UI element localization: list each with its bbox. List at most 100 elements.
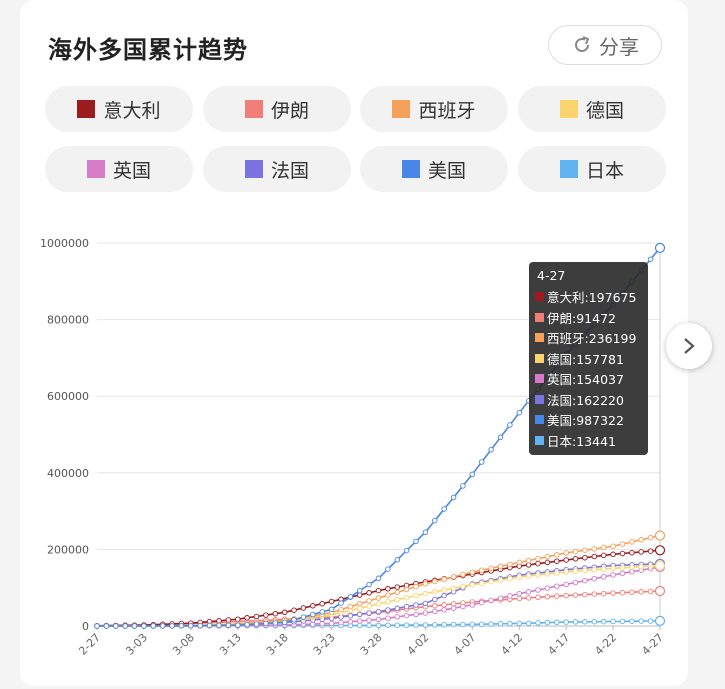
share-icon [575, 36, 590, 52]
legend-label: 伊朗 [270, 99, 309, 122]
next-button[interactable] [666, 323, 712, 369]
legend-item[interactable]: 英国 [45, 146, 193, 192]
series-point [469, 471, 476, 478]
legend-item[interactable]: 德国 [518, 86, 666, 132]
share-label: 分享 [599, 34, 639, 59]
series-point [291, 607, 297, 613]
series-point [563, 592, 569, 599]
series-point [281, 609, 288, 616]
x-tick-label: 4-12 [499, 631, 526, 658]
series-point [600, 544, 607, 551]
series-point [629, 618, 635, 624]
tooltip-value: 法国:162220 [547, 392, 624, 408]
series-point [554, 558, 560, 564]
legend-item[interactable]: 日本 [518, 146, 666, 192]
tooltip-swatch [535, 292, 544, 301]
tooltip-value: 德国:157781 [547, 351, 624, 367]
tooltip-swatch [535, 312, 544, 322]
series-point [572, 556, 579, 562]
series-point [394, 584, 401, 590]
series-point [253, 621, 260, 627]
tooltip-row: 伊朗:91472 [535, 308, 616, 327]
tooltip-swatch [535, 333, 544, 342]
series-point [178, 623, 185, 629]
series-point [582, 619, 588, 625]
series-point [131, 623, 138, 629]
legend-item[interactable]: 西班牙 [360, 86, 508, 132]
series-point [394, 605, 401, 612]
series-point [225, 622, 232, 629]
series-point [310, 611, 316, 618]
series-point [235, 616, 241, 622]
series-point [600, 590, 607, 597]
legend-item[interactable]: 美国 [360, 146, 508, 192]
x-tick-label: 4-22 [592, 631, 619, 658]
series-point [507, 620, 513, 627]
series-point [516, 559, 523, 566]
series-point [619, 618, 626, 625]
series-point [610, 543, 616, 549]
series-point [535, 572, 541, 578]
tooltip: 4-27 意大利:197675 伊朗:91472 西班牙:236199 德国:1577… [529, 262, 648, 455]
series-point [591, 566, 598, 573]
share-button[interactable]: 分享 [548, 25, 662, 65]
series-point [619, 550, 626, 557]
series-point [169, 623, 175, 629]
series-point [647, 256, 654, 262]
series-point [366, 603, 372, 609]
series-point [375, 616, 382, 623]
tooltip-value: 英国:154037 [547, 372, 624, 387]
series-point [103, 623, 110, 629]
series-point [281, 619, 288, 626]
tooltip-date: 4-27 [537, 268, 566, 283]
x-tick-label: 3-08 [170, 631, 197, 658]
series-point [535, 560, 541, 567]
series-point [159, 623, 166, 629]
series-point [572, 619, 579, 625]
series-point [478, 599, 485, 606]
y-tick-label: 600000 [47, 390, 89, 403]
series-point [488, 597, 494, 604]
legend-item[interactable]: 伊朗 [203, 86, 351, 132]
series-point [216, 622, 222, 629]
series-point [535, 620, 541, 626]
series-point [253, 613, 260, 620]
legend-item[interactable]: 意大利 [45, 86, 193, 132]
tooltip-row: 英国:154037 [535, 369, 624, 388]
series-point [385, 607, 391, 613]
series-point [375, 587, 382, 594]
series-point [572, 579, 579, 586]
series-point [507, 422, 513, 428]
x-tick-label: 3-03 [123, 631, 150, 658]
series-point [366, 598, 372, 604]
series-point [272, 620, 279, 626]
series-point [403, 612, 410, 619]
series-point [525, 589, 532, 595]
series-point [469, 569, 476, 575]
series-point [460, 583, 466, 590]
series-point [563, 619, 569, 625]
x-tick-label: 4-27 [639, 631, 666, 658]
y-tick-label: 800000 [47, 314, 89, 327]
series-point [188, 623, 194, 629]
series-point [375, 601, 382, 607]
legend-item[interactable]: 法国 [203, 146, 351, 192]
series-point [300, 605, 307, 611]
series-endpoint [654, 615, 666, 626]
series-point [460, 571, 466, 578]
series-point [328, 620, 335, 627]
series-point [94, 623, 100, 629]
series-point [394, 596, 401, 603]
legend-swatch [86, 160, 105, 178]
series-point [525, 573, 532, 579]
legend-label: 美国 [427, 159, 466, 182]
series-point [497, 621, 504, 627]
series-point [356, 622, 363, 629]
series-point [394, 622, 401, 628]
tooltip-swatch [535, 353, 544, 363]
series-point [291, 617, 297, 623]
series-point [619, 570, 626, 577]
series-point [263, 620, 269, 627]
series-point [150, 623, 157, 629]
legend-label: 日本 [585, 159, 624, 182]
